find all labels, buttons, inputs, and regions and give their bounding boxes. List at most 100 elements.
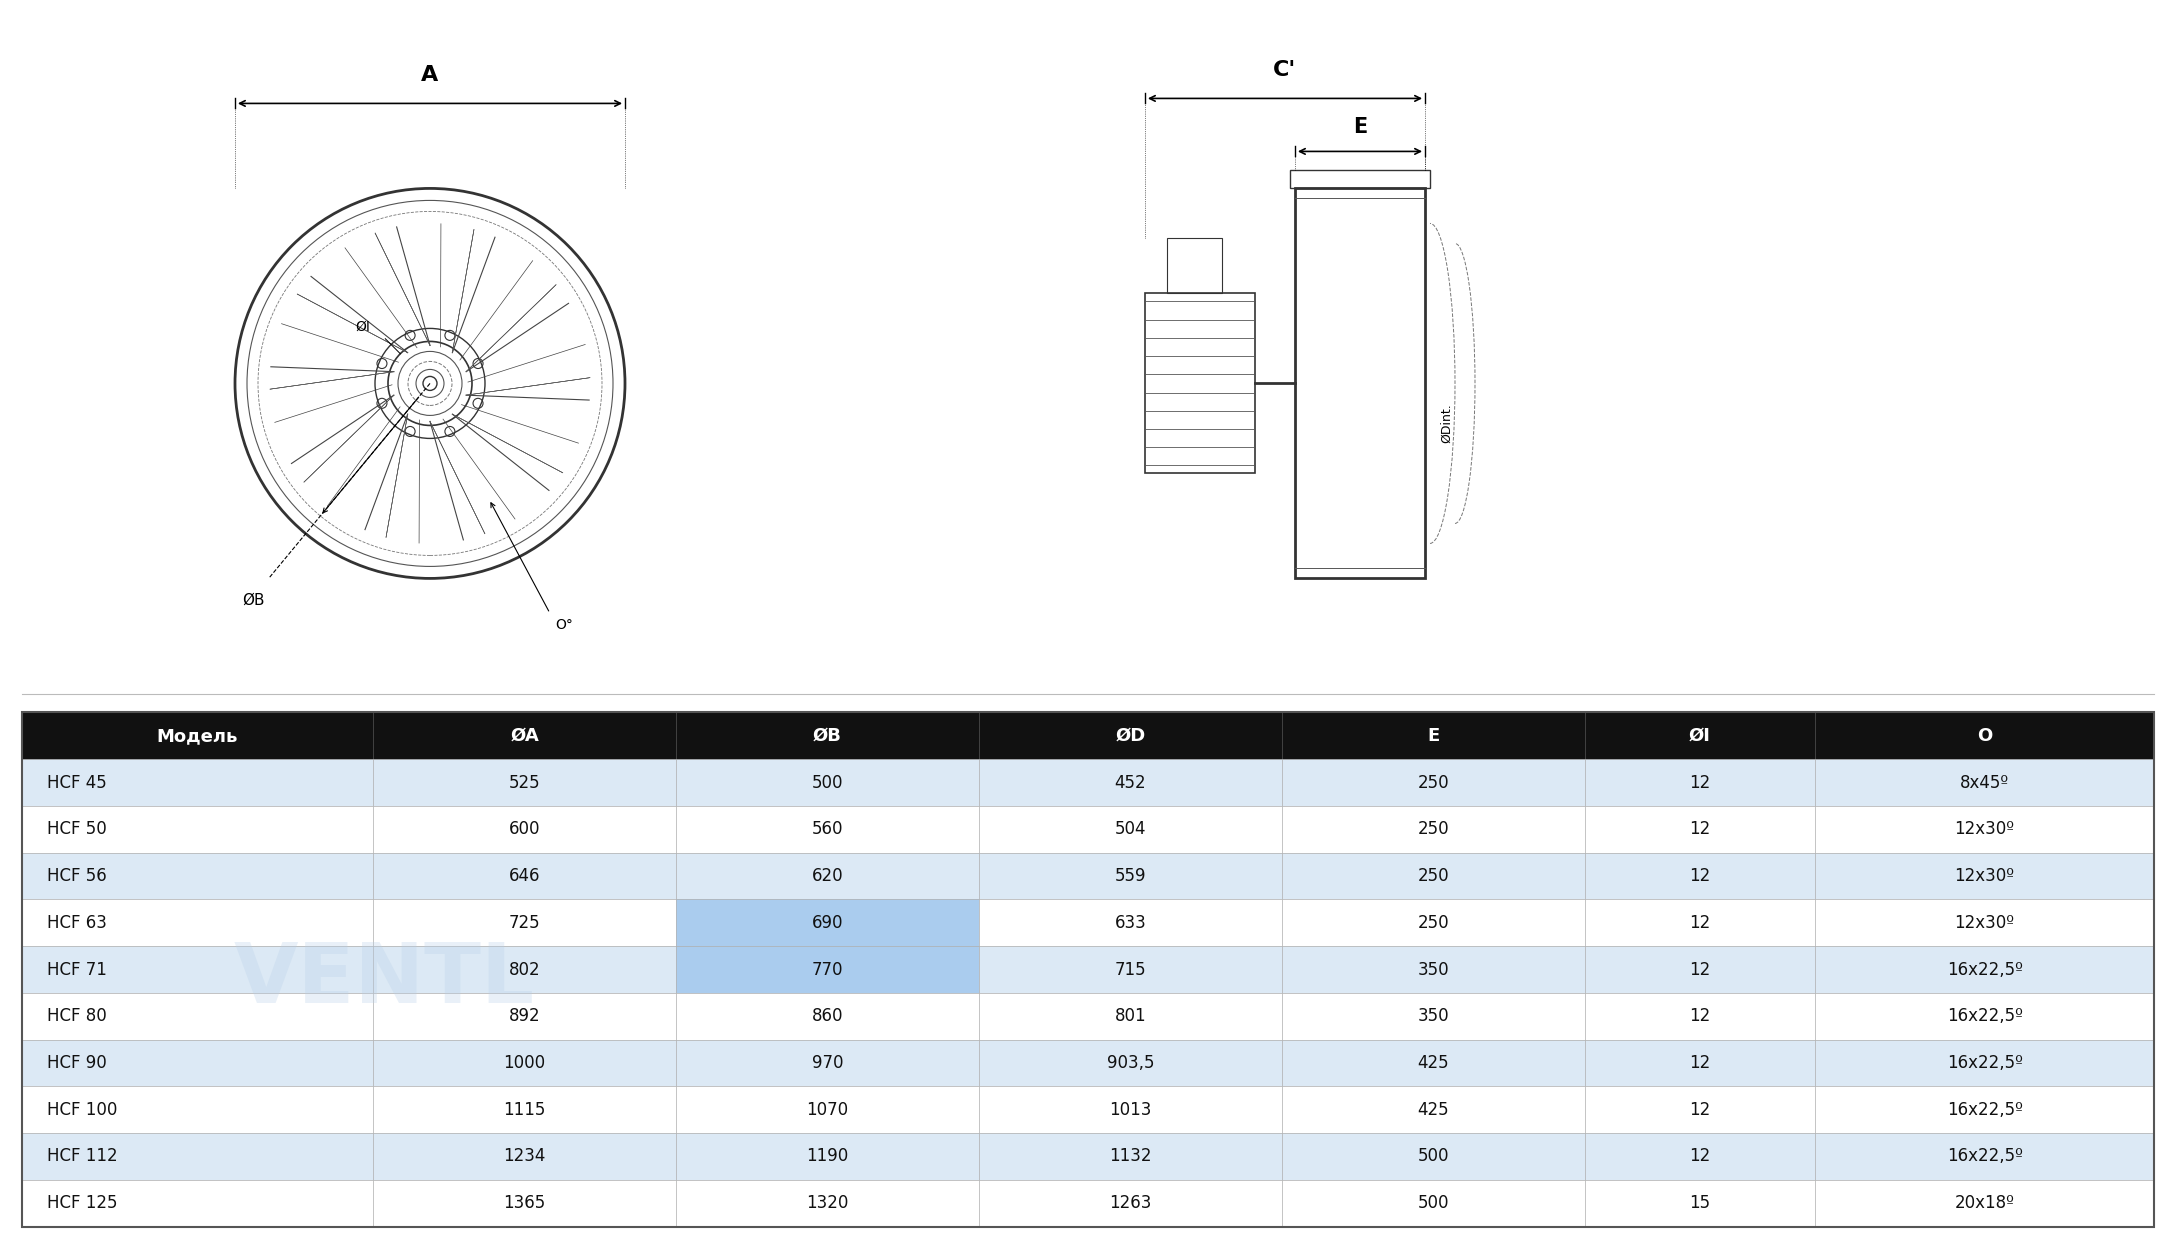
Bar xyxy=(22,1180,372,1227)
Bar xyxy=(1282,1180,1584,1227)
Text: 770: 770 xyxy=(812,960,844,979)
Bar xyxy=(22,760,372,805)
Circle shape xyxy=(376,398,387,409)
Text: 500: 500 xyxy=(1417,1194,1449,1212)
Text: 892: 892 xyxy=(509,1007,540,1025)
Bar xyxy=(677,852,979,900)
Text: 1365: 1365 xyxy=(503,1194,546,1212)
Text: E: E xyxy=(1353,118,1367,138)
Bar xyxy=(372,1180,677,1227)
Bar xyxy=(1282,712,1584,760)
Text: HCF 100: HCF 100 xyxy=(48,1100,118,1119)
Bar xyxy=(1282,760,1584,805)
Bar xyxy=(979,1087,1282,1134)
Text: 12: 12 xyxy=(1689,1100,1710,1119)
Text: 903,5: 903,5 xyxy=(1108,1054,1153,1072)
Bar xyxy=(677,1180,979,1227)
Bar xyxy=(979,900,1282,947)
Text: E: E xyxy=(1427,727,1441,745)
Text: ØA: ØA xyxy=(509,727,540,745)
Text: 620: 620 xyxy=(812,867,844,885)
Text: A: A xyxy=(422,66,440,85)
Bar xyxy=(1815,805,2154,852)
Bar xyxy=(1584,1134,1815,1180)
Text: ØI: ØI xyxy=(355,320,370,333)
Text: 425: 425 xyxy=(1417,1054,1449,1072)
Bar xyxy=(1584,760,1815,805)
Text: VENTL: VENTL xyxy=(233,939,535,1020)
Bar xyxy=(979,947,1282,992)
Text: HCF 90: HCF 90 xyxy=(48,1054,107,1072)
Bar xyxy=(1815,1087,2154,1134)
Bar xyxy=(372,900,677,947)
Bar xyxy=(677,900,979,947)
Bar xyxy=(1584,1087,1815,1134)
Bar xyxy=(1282,992,1584,1040)
Bar xyxy=(22,992,372,1040)
Text: HCF 50: HCF 50 xyxy=(48,820,107,839)
Bar xyxy=(1290,171,1430,188)
Circle shape xyxy=(376,358,387,368)
Bar xyxy=(1282,1134,1584,1180)
Text: HCF 63: HCF 63 xyxy=(48,914,107,932)
Text: 725: 725 xyxy=(509,914,540,932)
Text: ØD: ØD xyxy=(1116,727,1145,745)
Text: 559: 559 xyxy=(1114,867,1147,885)
Text: 690: 690 xyxy=(812,914,844,932)
Circle shape xyxy=(405,331,416,341)
Bar xyxy=(677,712,979,760)
Text: 20x18º: 20x18º xyxy=(1954,1194,2015,1212)
Bar xyxy=(1815,947,2154,992)
Text: 12x30º: 12x30º xyxy=(1954,867,2015,885)
Bar xyxy=(1282,852,1584,900)
Bar xyxy=(1815,992,2154,1040)
Text: O°: O° xyxy=(555,618,572,632)
Bar xyxy=(22,805,372,852)
Bar xyxy=(1815,900,2154,947)
Text: 802: 802 xyxy=(509,960,540,979)
Text: HCF 56: HCF 56 xyxy=(48,867,107,885)
Text: 1115: 1115 xyxy=(503,1100,546,1119)
Text: 525: 525 xyxy=(509,773,540,792)
Text: C': C' xyxy=(1273,61,1297,81)
Bar xyxy=(979,992,1282,1040)
Text: 16x22,5º: 16x22,5º xyxy=(1948,960,2022,979)
Text: 12: 12 xyxy=(1689,773,1710,792)
Bar xyxy=(1282,1087,1584,1134)
Bar xyxy=(372,992,677,1040)
Bar xyxy=(372,852,677,900)
Bar xyxy=(1584,900,1815,947)
Bar xyxy=(979,1040,1282,1087)
Text: 1190: 1190 xyxy=(807,1147,849,1166)
Bar xyxy=(1295,188,1425,579)
Bar xyxy=(1584,852,1815,900)
Text: 16x22,5º: 16x22,5º xyxy=(1948,1147,2022,1166)
Text: 12: 12 xyxy=(1689,867,1710,885)
Text: 860: 860 xyxy=(812,1007,844,1025)
Text: 250: 250 xyxy=(1417,773,1449,792)
Bar xyxy=(22,1040,372,1087)
Bar xyxy=(22,1134,372,1180)
Text: 500: 500 xyxy=(1417,1147,1449,1166)
Bar xyxy=(677,805,979,852)
Text: 1320: 1320 xyxy=(807,1194,849,1212)
Text: 16x22,5º: 16x22,5º xyxy=(1948,1054,2022,1072)
Text: ØB: ØB xyxy=(814,727,842,745)
Text: 12: 12 xyxy=(1689,960,1710,979)
Text: HCF 80: HCF 80 xyxy=(48,1007,107,1025)
Text: 801: 801 xyxy=(1114,1007,1147,1025)
Bar xyxy=(372,760,677,805)
Bar xyxy=(1584,805,1815,852)
Bar xyxy=(372,947,677,992)
Bar xyxy=(22,947,372,992)
Text: 12: 12 xyxy=(1689,914,1710,932)
Circle shape xyxy=(444,331,455,341)
Bar xyxy=(372,1134,677,1180)
Text: 1263: 1263 xyxy=(1110,1194,1151,1212)
Text: 250: 250 xyxy=(1417,820,1449,839)
Bar xyxy=(677,760,979,805)
Text: 970: 970 xyxy=(812,1054,844,1072)
Text: 15: 15 xyxy=(1689,1194,1710,1212)
Text: ØDint.: ØDint. xyxy=(1441,404,1454,444)
Bar xyxy=(677,947,979,992)
